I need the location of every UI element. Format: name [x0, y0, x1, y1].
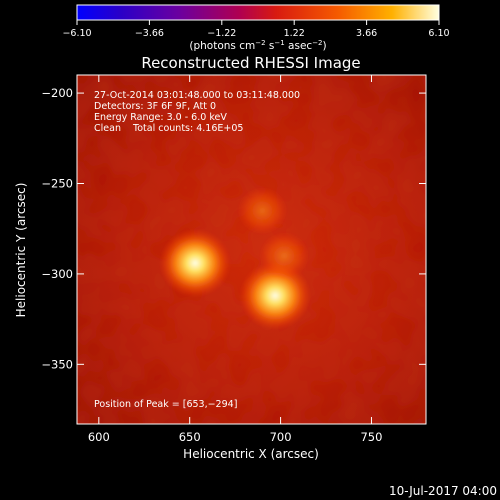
x-tick-label: 600 — [88, 430, 110, 444]
info-block: 27-Oct-2014 03:01:48.000 to 03:11:48.000… — [94, 90, 300, 134]
x-tick-label: 750 — [360, 430, 382, 444]
y-tick-label: −350 — [41, 357, 73, 371]
colorbar-tick-label: −6.10 — [62, 28, 91, 39]
info-line-time: 27-Oct-2014 03:01:48.000 to 03:11:48.000 — [94, 90, 300, 101]
info-line-energy: Energy Range: 3.0 - 6.0 keV — [94, 112, 227, 123]
colorbar-tick-label: 3.66 — [356, 28, 377, 39]
y-axis-title: Heliocentric Y (arcsec) — [14, 183, 28, 318]
x-axis-title: Heliocentric X (arcsec) — [183, 447, 319, 461]
emission-source — [239, 261, 311, 330]
heatmap-image — [77, 75, 426, 424]
footer-date: 10-Jul-2017 04:00 — [389, 484, 497, 498]
emission-source — [259, 231, 310, 280]
info-line-counts: Clean Total counts: 4.16E+05 — [94, 123, 243, 134]
peak-position-label: Position of Peak = [653,−294] — [94, 399, 237, 410]
y-tick-label: −300 — [41, 267, 73, 281]
colorbar-unit-label: (photons cm−2 s−1 asec−2) — [189, 39, 326, 52]
y-tick-label: −250 — [41, 176, 73, 190]
colorbar-tick-label: 1.22 — [284, 28, 305, 39]
x-axis-ticks: 600 650 700 750 — [88, 75, 382, 444]
colorbar-tick-label: 6.10 — [428, 28, 449, 39]
chart-title: Reconstructed RHESSI Image — [141, 54, 360, 72]
colorbar — [76, 4, 440, 21]
y-axis-ticks: −200 −250 −300 −350 — [41, 86, 426, 371]
x-tick-label: 700 — [270, 430, 292, 444]
colorbar-ticks — [76, 20, 440, 25]
plot-frame — [76, 74, 427, 425]
info-line-detectors: Detectors: 3F 6F 9F, Att 0 — [94, 101, 216, 112]
colorbar-tick-labels: −6.10 −3.66 −1.22 1.22 3.66 6.10 — [62, 28, 449, 39]
colorbar-tick-label: −1.22 — [207, 28, 236, 39]
y-tick-label: −200 — [41, 86, 73, 100]
x-tick-label: 650 — [179, 430, 201, 444]
emission-source — [237, 186, 288, 235]
emission-source — [159, 229, 231, 298]
colorbar-tick-label: −3.66 — [135, 28, 164, 39]
